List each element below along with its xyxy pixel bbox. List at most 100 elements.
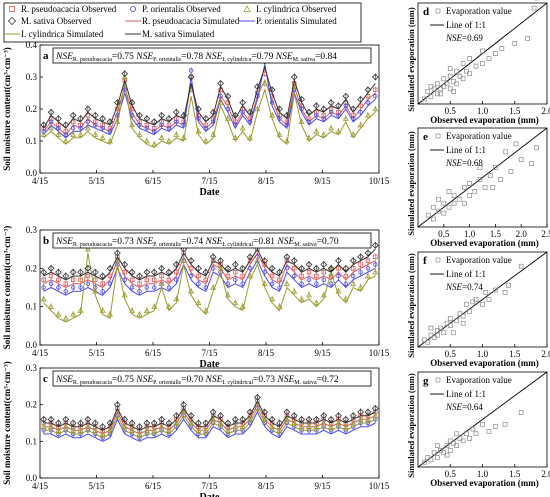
observed-point [357, 284, 364, 290]
x-tick-label: 10/15 [369, 176, 390, 186]
observed-point [224, 427, 231, 433]
evaporation-point [486, 429, 492, 434]
evaporation-point [431, 335, 437, 340]
observed-point [100, 289, 105, 294]
observed-point [233, 122, 238, 128]
observed-point [107, 129, 113, 134]
nse-value: =0.70 [317, 237, 339, 247]
observed-point [172, 261, 180, 268]
evaporation-point [493, 287, 498, 293]
evaporation-point [436, 208, 441, 214]
nse-text: NSE=0.69 [445, 33, 483, 43]
observed-point [85, 113, 91, 118]
evaporation-point [490, 185, 496, 190]
observed-point [246, 108, 254, 116]
legend-label: Line of 1:1 [446, 269, 486, 279]
observed-point [328, 423, 335, 429]
evaporation-point [467, 309, 472, 314]
evaporation-point [493, 424, 498, 429]
observed-point [174, 119, 179, 124]
evaporation-point [480, 301, 485, 307]
observed-point [99, 307, 106, 313]
observed-point [40, 295, 47, 302]
legend-marker [435, 257, 441, 263]
observed-point [70, 285, 76, 290]
evaporation-point [425, 89, 431, 94]
evaporation-point [454, 81, 460, 87]
evaporation-point [428, 94, 434, 99]
observed-point [283, 253, 291, 261]
observed-point [247, 266, 253, 271]
evaporation-point [464, 68, 469, 74]
evaporation-point [498, 177, 503, 182]
evaporation-point [487, 173, 493, 178]
observed-point [218, 93, 223, 99]
evaporation-point [467, 56, 472, 61]
observed-point [269, 295, 276, 302]
x-tick-label: 0.5 [438, 229, 450, 239]
evaporation-point [502, 290, 508, 295]
observed-point [358, 262, 363, 267]
observed-point [62, 415, 70, 423]
observed-point [144, 125, 150, 131]
observed-point [77, 307, 84, 313]
evaporation-point [480, 48, 485, 54]
observed-point [320, 292, 327, 298]
observed-point [290, 73, 298, 81]
evaporation-point [447, 73, 453, 79]
evaporation-point [457, 311, 463, 317]
observed-point [298, 415, 305, 423]
evaporation-point [447, 86, 453, 92]
nse-text: NSE=0.68 [445, 158, 483, 168]
observed-point [107, 281, 113, 286]
observed-point [173, 131, 180, 137]
observed-point [92, 288, 99, 294]
x-tick-label: 7/15 [201, 348, 218, 358]
evaporation-point [428, 457, 434, 463]
simulated-line [43, 259, 376, 296]
observed-point [320, 105, 328, 113]
observed-point [298, 96, 305, 103]
evaporation-point [435, 455, 440, 460]
nse-text: NSER. pseudoacacia=0.75 NSEP. orientalis… [55, 375, 339, 386]
y-tick-label: 0.1 [26, 436, 37, 446]
observed-point [292, 273, 297, 279]
observed-point [299, 281, 304, 286]
y-tick-label: 0.3 [26, 225, 38, 235]
observed-point [298, 295, 305, 302]
legend-marker [435, 8, 441, 14]
nse-subscript: P. orientalis [153, 242, 182, 248]
evaporation-point [512, 41, 518, 46]
observed-point [77, 268, 84, 276]
observed-point [122, 87, 127, 92]
evaporation-point [467, 192, 472, 198]
observed-point [128, 99, 136, 106]
evaporation-point [470, 299, 476, 305]
observed-point [99, 423, 107, 431]
observed-point [321, 116, 326, 121]
observed-point [247, 272, 254, 279]
observed-point [63, 289, 68, 294]
observed-point [106, 419, 114, 427]
observed-point [262, 269, 267, 275]
observed-point [247, 119, 253, 124]
evaporation-point [441, 83, 447, 89]
observed-point [195, 427, 202, 433]
observed-point [306, 292, 312, 298]
panel-letter: d [423, 6, 429, 18]
observed-point [47, 264, 55, 272]
observed-point [47, 415, 55, 423]
observed-point [349, 257, 357, 265]
observed-point [106, 118, 114, 126]
observed-point [364, 112, 371, 118]
nse-symbol: NSE [55, 237, 73, 247]
scatter-panel-f: 0.5 1.0 1.5 2.0Observed evaporation (mm) Sim… [406, 251, 550, 368]
y-tick-label: 0.2 [26, 104, 37, 114]
observed-point [276, 105, 283, 113]
evaporation-point [447, 438, 453, 444]
observed-point [246, 408, 254, 416]
observed-point [224, 115, 231, 121]
observed-point [358, 269, 363, 275]
observed-point [203, 125, 209, 131]
legend-label: I. cylindrica Simulated [21, 29, 104, 39]
